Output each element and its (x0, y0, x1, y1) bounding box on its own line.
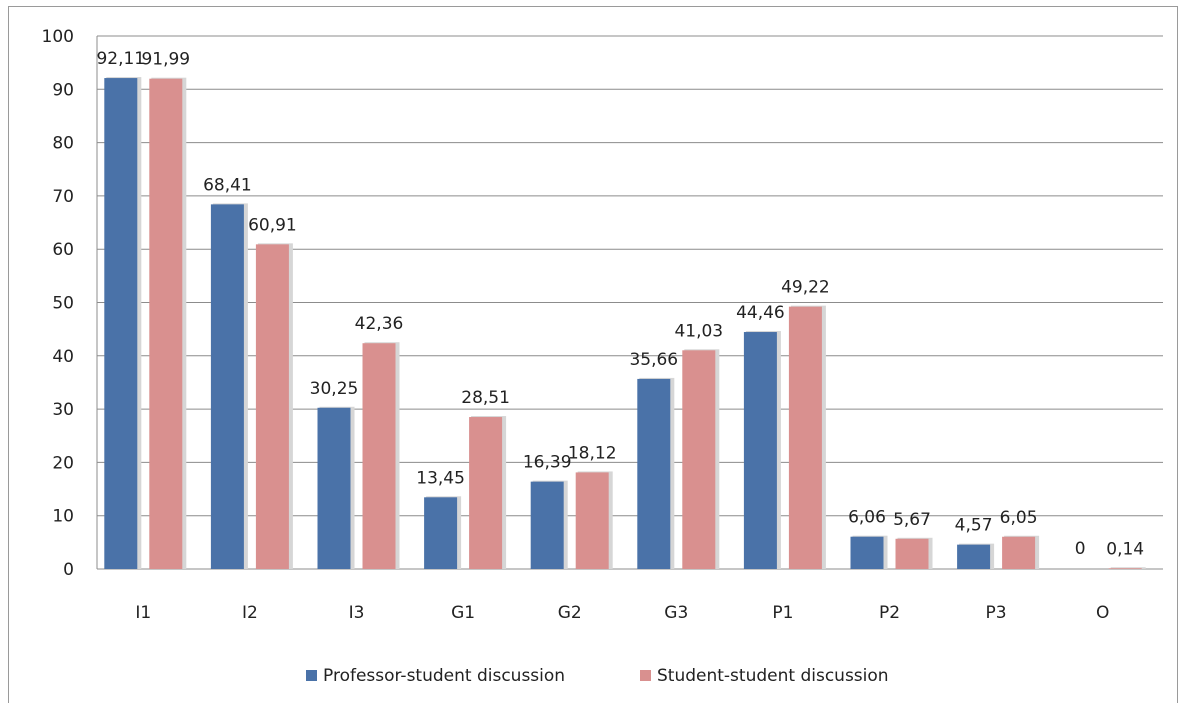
x-tick-label: P1 (772, 603, 793, 623)
x-tick-label: P2 (879, 603, 900, 623)
data-label: 18,12 (568, 443, 617, 463)
bar (743, 332, 777, 569)
data-label: 28,51 (461, 388, 510, 408)
y-tick-label: 30 (52, 400, 74, 420)
y-tick-label: 90 (52, 80, 74, 100)
y-tick-label: 10 (52, 507, 74, 527)
data-label: 49,22 (781, 278, 830, 298)
y-tick-label: 70 (52, 187, 74, 207)
y-tick-label: 40 (52, 347, 74, 367)
bar (1002, 536, 1036, 569)
x-tick-label: G3 (664, 603, 688, 623)
bar (1108, 568, 1142, 569)
x-tick-label: O (1096, 603, 1109, 623)
data-label: 6,06 (848, 508, 886, 528)
data-label: 16,39 (523, 453, 572, 473)
data-label: 60,91 (248, 215, 297, 235)
x-tick-label: G1 (451, 603, 475, 623)
data-label: 0 (1075, 539, 1086, 559)
y-tick-label: 20 (52, 453, 74, 473)
bar-shadow (1110, 567, 1146, 569)
bar (362, 343, 396, 569)
data-label: 35,66 (629, 350, 678, 370)
bars (104, 77, 1146, 569)
x-tick-label: G2 (558, 603, 582, 623)
chart-frame (8, 6, 1178, 703)
legend-label: Student-student discussion (657, 666, 889, 686)
legend-swatch (306, 670, 317, 681)
x-tick-label: I3 (349, 603, 365, 623)
y-tick-label: 60 (52, 240, 74, 260)
legend-swatch (640, 670, 651, 681)
bar (957, 544, 991, 569)
y-tick-label: 100 (42, 27, 74, 47)
bar (682, 350, 716, 569)
data-label: 41,03 (674, 321, 723, 341)
legend: Professor-student discussion Student-stud… (306, 666, 889, 686)
data-label: 0,14 (1106, 539, 1144, 559)
bar (317, 407, 351, 569)
x-tick-label: P3 (986, 603, 1007, 623)
bar (575, 472, 609, 569)
data-label: 92,11 (96, 49, 145, 69)
data-label: 13,45 (416, 468, 465, 488)
bar (149, 78, 183, 569)
data-label: 91,99 (141, 50, 190, 70)
legend-label: Professor-student discussion (323, 666, 565, 686)
bar (637, 378, 671, 569)
data-label: 30,25 (310, 379, 359, 399)
bar (255, 244, 289, 569)
bar (788, 306, 822, 569)
y-tick-label: 80 (52, 134, 74, 154)
bar (530, 481, 564, 569)
y-tick-label: 0 (63, 560, 74, 580)
bar (895, 538, 929, 569)
bar (850, 536, 884, 569)
data-label: 4,57 (955, 516, 993, 536)
bar (210, 204, 244, 569)
data-label: 44,46 (736, 303, 785, 323)
bar (424, 497, 458, 569)
x-axis-ticks: I1 I2 I3 G1 G2 G3 P1 P2 P3 O (135, 603, 1109, 623)
bar (104, 78, 138, 569)
x-tick-label: I1 (135, 603, 151, 623)
data-label: 6,05 (1000, 508, 1038, 528)
data-label: 42,36 (355, 314, 404, 334)
data-label: 5,67 (893, 510, 931, 530)
y-axis-ticks: 0 10 20 30 40 50 60 70 80 90 100 (42, 27, 74, 580)
bar (469, 417, 503, 569)
y-tick-label: 50 (52, 294, 74, 314)
x-tick-label: I2 (242, 603, 258, 623)
data-label: 68,41 (203, 175, 252, 195)
